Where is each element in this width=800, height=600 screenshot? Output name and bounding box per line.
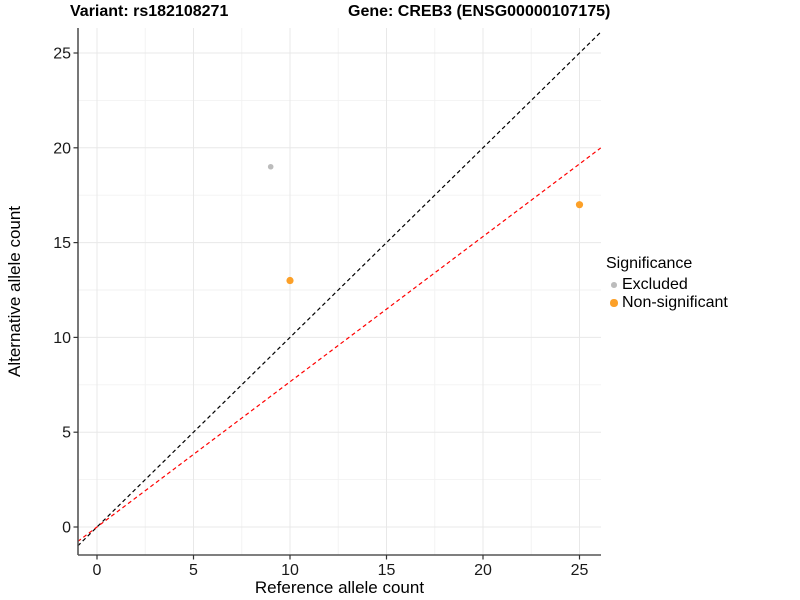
legend-entry: Excluded (606, 276, 728, 294)
legend-key (606, 282, 622, 288)
x-tick-label: 5 (189, 562, 198, 579)
legend-dot-icon (611, 282, 617, 288)
identity-line (77, 31, 602, 547)
legend-entry: Non-significant (606, 294, 728, 312)
legend-dot-icon (610, 299, 618, 307)
y-tick-label: 25 (53, 46, 71, 63)
plot-panel (78, 28, 601, 555)
legend-items: Excluded Non-significant (606, 276, 728, 312)
y-tick-label: 5 (62, 425, 71, 442)
x-tick-label: 20 (474, 562, 492, 579)
legend-key (606, 299, 622, 307)
variant-title: Variant: rs182108271 (70, 3, 229, 20)
y-axis-title: Alternative allele count (5, 206, 24, 377)
y-tick-label: 20 (53, 140, 71, 157)
x-tick-label: 15 (378, 562, 396, 579)
legend: Significance Excluded Non-significant (606, 255, 728, 312)
y-tick-label: 10 (53, 330, 71, 347)
data-point (267, 163, 274, 170)
x-tick-label: 0 (93, 562, 102, 579)
x-axis-title: Reference allele count (255, 578, 424, 597)
legend-entry-label: Non-significant (622, 294, 728, 311)
x-tick-label: 25 (571, 562, 589, 579)
legend-entry-label: Excluded (622, 276, 688, 293)
legend-title: Significance (606, 255, 693, 272)
y-tick-label: 0 (62, 520, 71, 537)
data-point (286, 276, 294, 285)
y-tick-label: 15 (53, 235, 71, 252)
x-tick-label: 10 (281, 562, 299, 579)
data-point (575, 201, 584, 209)
gene-title: Gene: CREB3 (ENSG00000107175) (348, 3, 611, 20)
